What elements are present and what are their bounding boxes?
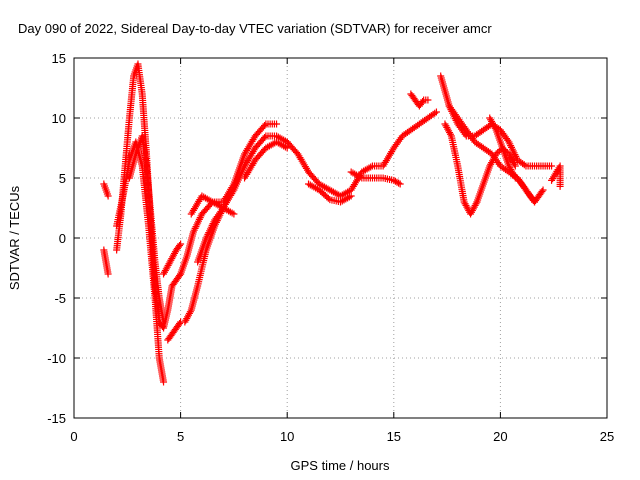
data-point <box>218 206 226 214</box>
x-axis-title: GPS time / hours <box>291 458 390 473</box>
y-axis-title: SDTVAR / TECUs <box>7 185 22 290</box>
data-point <box>419 98 427 105</box>
data-point <box>176 320 184 327</box>
series-arc22 <box>513 174 547 206</box>
data-point <box>395 179 403 187</box>
series-arc7 <box>160 240 185 278</box>
y-tick-label: -5 <box>54 291 66 306</box>
series-arc15 <box>347 168 404 188</box>
data-point <box>556 182 564 190</box>
data-point <box>495 147 503 155</box>
series-arc18 <box>441 120 481 218</box>
data-point <box>160 378 168 386</box>
data-point <box>538 188 546 195</box>
data-point <box>273 120 281 128</box>
data-point <box>104 192 112 200</box>
data-point <box>261 122 269 129</box>
series-arc11 <box>194 204 227 266</box>
series-arc9 <box>177 120 281 278</box>
data-point <box>424 96 432 104</box>
series-arc2 <box>100 180 112 200</box>
data-point <box>160 318 168 326</box>
x-tick-label: 10 <box>280 429 294 444</box>
data-point <box>494 149 502 156</box>
data-point <box>347 192 355 200</box>
series-arc6 <box>164 318 185 344</box>
data-point <box>219 204 227 212</box>
data-markers <box>100 60 564 386</box>
data-point <box>396 180 404 188</box>
series-arc21 <box>486 114 519 182</box>
series-arc13 <box>283 108 440 200</box>
data-point <box>491 124 499 132</box>
data-point <box>324 194 332 202</box>
data-point <box>446 130 454 138</box>
y-tick-label: 15 <box>52 51 66 66</box>
series-arc1 <box>100 246 112 278</box>
series-arc16 <box>407 90 432 110</box>
data-point <box>261 134 269 141</box>
series-arc12 <box>241 138 291 182</box>
data-point <box>504 136 512 144</box>
chart-title: Day 090 of 2022, Sidereal Day-to-day VTE… <box>18 21 492 36</box>
y-tick-label: 0 <box>59 231 66 246</box>
x-tick-label: 0 <box>70 429 77 444</box>
y-tick-label: 10 <box>52 111 66 126</box>
data-point <box>539 186 547 194</box>
data-point <box>230 210 238 218</box>
data-point <box>472 200 480 208</box>
data-point <box>510 160 518 168</box>
y-tick-label: -15 <box>47 411 66 426</box>
data-point <box>177 240 185 248</box>
y-tick-label: 5 <box>59 171 66 186</box>
data-point <box>510 172 518 180</box>
data-point <box>548 162 556 170</box>
data-point <box>176 242 184 249</box>
x-tick-label: 20 <box>493 429 507 444</box>
data-point <box>432 108 440 116</box>
data-point <box>104 270 112 278</box>
y-tick-label: -10 <box>47 351 66 366</box>
data-point <box>186 308 194 316</box>
data-point <box>431 109 439 117</box>
series-arc14 <box>305 180 355 206</box>
data-point <box>520 161 528 169</box>
x-tick-label: 5 <box>177 429 184 444</box>
x-tick-label: 25 <box>600 429 614 444</box>
data-point <box>511 162 519 170</box>
x-tick-label: 15 <box>387 429 401 444</box>
series-arc5 <box>125 132 168 326</box>
series-arc23 <box>548 162 564 190</box>
axes: 0 5 10 15 20 25 -15 -10 -5 0 5 10 15 <box>47 51 614 444</box>
